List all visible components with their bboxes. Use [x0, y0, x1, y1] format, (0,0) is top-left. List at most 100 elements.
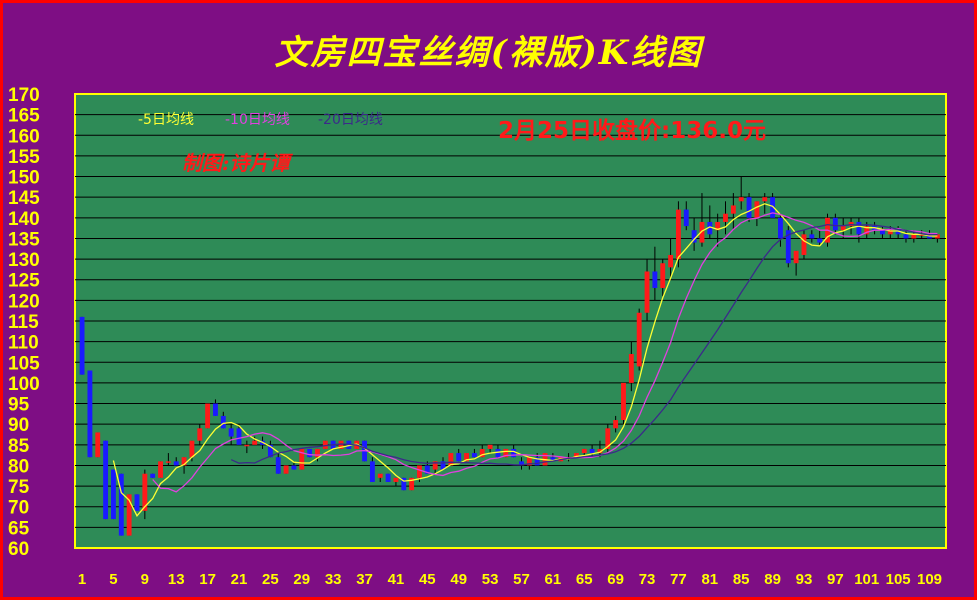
- candle-body: [158, 461, 163, 478]
- candle-body: [228, 428, 234, 437]
- candle-body: [189, 440, 195, 458]
- x-tick-label: 17: [199, 571, 216, 588]
- candle-body: [628, 354, 634, 383]
- x-tick-label: 5: [109, 571, 117, 588]
- y-tick-label: 125: [8, 271, 40, 292]
- candle: [730, 193, 736, 231]
- y-tick-label: 105: [8, 353, 40, 374]
- x-tick-label: 21: [231, 571, 248, 588]
- candle: [369, 457, 375, 482]
- legend-ma5: -5日均线: [138, 112, 194, 128]
- candle-body: [275, 457, 281, 474]
- candle: [236, 424, 242, 445]
- candle-body: [283, 465, 289, 474]
- candle: [644, 259, 650, 321]
- x-tick-label: 49: [450, 571, 467, 588]
- candle: [691, 217, 697, 251]
- candle-body: [911, 234, 917, 239]
- x-tick-label: 97: [827, 571, 844, 588]
- x-tick-label: 13: [168, 571, 185, 588]
- gridlines: [75, 114, 946, 528]
- candle-body: [244, 444, 250, 447]
- candle-body: [895, 230, 901, 235]
- y-tick-label: 140: [8, 209, 40, 230]
- x-tick-label: 77: [670, 571, 687, 588]
- x-tick-label: 53: [482, 571, 499, 588]
- y-tick-label: 60: [8, 539, 29, 560]
- candle: [668, 238, 674, 280]
- candle-body: [87, 370, 93, 458]
- candle: [754, 201, 760, 227]
- candle-body: [134, 494, 140, 511]
- candle: [487, 444, 493, 454]
- candle: [880, 226, 885, 239]
- x-axis: 1 5 9 13 17 21 25 29 33 37 41 45 49 53 57 61 65 69 73 77 81 8…: [78, 571, 942, 588]
- candle-body: [79, 316, 85, 375]
- x-tick-label: 45: [419, 571, 436, 588]
- candle-body: [683, 209, 689, 227]
- y-tick-label: 95: [8, 395, 30, 416]
- candle: [856, 217, 862, 243]
- y-tick-label: 155: [8, 147, 40, 168]
- x-tick-label: 57: [513, 571, 530, 588]
- candle: [715, 213, 721, 247]
- candle-body: [809, 234, 815, 239]
- candle-body: [315, 448, 320, 458]
- candle: [613, 415, 619, 433]
- candle: [393, 477, 399, 487]
- candle-body: [417, 465, 422, 478]
- x-tick-label: 81: [701, 571, 718, 588]
- candle: [456, 448, 462, 462]
- candle-body: [526, 457, 532, 466]
- y-tick-label: 70: [8, 498, 29, 519]
- candle-body: [142, 473, 148, 511]
- candle: [205, 403, 211, 429]
- ma20-line: [230, 223, 938, 466]
- x-tick-label: 105: [886, 571, 911, 588]
- x-tick-label: 1: [78, 571, 86, 588]
- candle: [589, 444, 595, 458]
- candle-body: [393, 477, 399, 482]
- candle-body: [730, 205, 736, 214]
- candle-body: [534, 457, 540, 466]
- candle-body: [793, 250, 799, 264]
- candle-body: [919, 234, 925, 236]
- candle: [777, 213, 783, 247]
- candle: [840, 217, 846, 239]
- candle: [707, 205, 713, 239]
- close-price-annotation: 2月25日收盘价:136.0元: [498, 117, 766, 144]
- candle-body: [746, 197, 752, 218]
- candle: [173, 457, 179, 466]
- candle-body: [220, 415, 226, 429]
- candle-body: [432, 461, 438, 470]
- candle: [605, 424, 611, 454]
- candle-body: [236, 428, 242, 445]
- candle: [660, 259, 666, 297]
- candle-body: [471, 453, 477, 458]
- x-tick-label: 25: [262, 571, 279, 588]
- candle: [746, 193, 752, 222]
- candle: [103, 440, 109, 520]
- legend-ma20: -20日均线: [318, 112, 383, 128]
- candle-body: [267, 444, 273, 458]
- x-tick-label: 33: [325, 571, 342, 588]
- candle: [275, 453, 281, 474]
- candle-body: [903, 234, 909, 239]
- candle-body: [103, 440, 109, 520]
- candle: [401, 477, 407, 491]
- candle: [283, 465, 289, 474]
- candle-body: [840, 226, 846, 231]
- candle-body: [181, 457, 187, 466]
- candle-body: [691, 230, 697, 243]
- candle-body: [299, 448, 305, 470]
- candle-body: [754, 201, 760, 218]
- candle: [495, 444, 501, 458]
- candle-body: [581, 448, 587, 454]
- legend-ma10: -10日均线: [225, 112, 290, 128]
- candle-body: [675, 209, 681, 260]
- candle: [621, 382, 626, 425]
- candle-body: [668, 254, 674, 268]
- candle-body: [111, 469, 116, 520]
- candle-body: [762, 197, 768, 202]
- candle-body: [369, 461, 375, 482]
